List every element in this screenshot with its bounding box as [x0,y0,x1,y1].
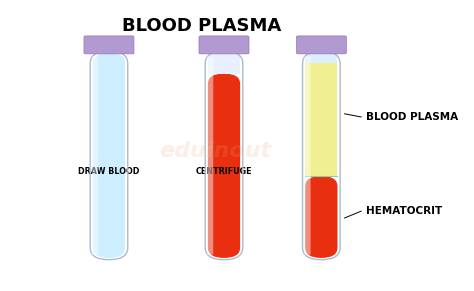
FancyBboxPatch shape [207,56,213,255]
FancyBboxPatch shape [302,51,340,260]
FancyBboxPatch shape [93,53,125,258]
Bar [208,53,240,74]
FancyBboxPatch shape [305,176,337,258]
Bar [305,53,337,177]
Text: BLOOD PLASMA: BLOOD PLASMA [122,17,282,35]
FancyBboxPatch shape [205,51,243,260]
FancyBboxPatch shape [296,36,346,54]
FancyBboxPatch shape [84,36,134,54]
FancyBboxPatch shape [90,51,128,260]
FancyBboxPatch shape [199,36,249,54]
FancyBboxPatch shape [304,56,310,255]
Text: BLOOD PLASMA: BLOOD PLASMA [365,112,458,122]
Text: HEMATOCRIT: HEMATOCRIT [365,206,442,216]
Text: eduinout: eduinout [159,141,271,161]
Text: DRAW BLOOD: DRAW BLOOD [78,167,140,176]
FancyBboxPatch shape [208,74,240,258]
Bar [305,53,337,63]
FancyBboxPatch shape [92,56,98,255]
Text: CENTRIFUGE: CENTRIFUGE [196,167,252,176]
